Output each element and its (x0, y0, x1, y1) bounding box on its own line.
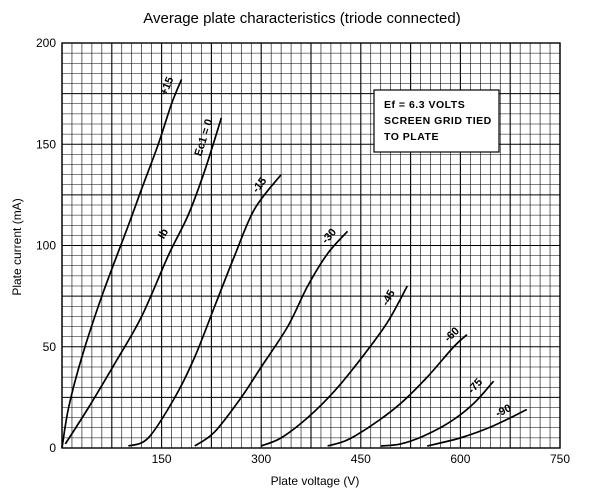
tick-labels: 150 300 450 600 750 0 50 100 150 200 (36, 36, 570, 466)
series-label-1: Ec1 = 0 (193, 118, 216, 158)
x-tick-label: 450 (351, 452, 371, 466)
series-line-2 (128, 174, 282, 447)
x-tick-label: 750 (550, 452, 570, 466)
annotation-line-1: Ef = 6.3 VOLTS (384, 99, 465, 111)
chart-title: Average plate characteristics (triode co… (143, 10, 460, 27)
curves (61, 79, 528, 449)
series-label-4: -45 (380, 288, 398, 308)
annotation-line-3: TO PLATE (384, 131, 439, 143)
series-line-7 (426, 408, 528, 447)
x-tick-label: 150 (152, 452, 172, 466)
y-tick-label: 100 (36, 239, 56, 253)
x-axis-label: Plate voltage (V) (271, 474, 360, 488)
series-line-1 (64, 117, 223, 445)
y-tick-label: 50 (43, 340, 57, 354)
series-line-5 (327, 333, 468, 447)
y-tick-label: 200 (36, 36, 56, 50)
y-axis-label: Plate current (mA) (10, 198, 24, 295)
annotation-box: Ef = 6.3 VOLTS SCREEN GRID TIED TO PLATE (373, 89, 500, 153)
y-tick-label: 150 (36, 137, 56, 151)
x-tick-label: 600 (450, 452, 470, 466)
ib-label: Ib (156, 226, 171, 241)
series-line-6 (380, 380, 495, 447)
annotation-frame (373, 89, 500, 153)
plot-frame (61, 42, 561, 449)
series-line-3 (194, 230, 349, 447)
annotation-line-2: SCREEN GRID TIED (384, 115, 492, 127)
series-line-0 (61, 79, 183, 449)
x-tick-label: 300 (251, 452, 271, 466)
y-tick-label: 0 (49, 441, 56, 455)
grid (61, 42, 561, 449)
series-line-4 (260, 285, 409, 447)
